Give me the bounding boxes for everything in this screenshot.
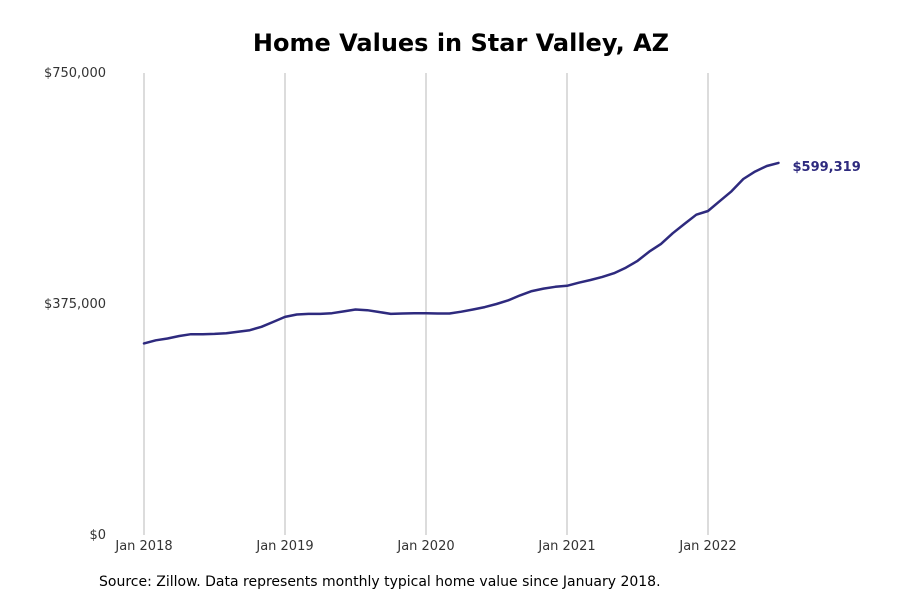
- y-tick-label: $0: [89, 528, 106, 543]
- x-tick-label: Jan 2022: [678, 539, 736, 554]
- y-tick-label: $375,000: [44, 297, 106, 312]
- grid-lines: [143, 73, 709, 535]
- end-value-label: $599,319: [793, 160, 861, 175]
- x-tick-label: Jan 2020: [396, 539, 454, 554]
- x-tick-label: Jan 2019: [255, 539, 313, 554]
- y-tick-label: $750,000: [44, 66, 106, 81]
- source-note: Source: Zillow. Data represents monthly …: [99, 574, 661, 590]
- series-line: [142, 161, 780, 345]
- x-axis: Jan 2018 Jan 2019 Jan 2020 Jan 2021 Jan 2022: [114, 539, 736, 554]
- x-tick-label: Jan 2018: [114, 539, 172, 554]
- x-tick-label: Jan 2021: [537, 539, 595, 554]
- chart-title: Home Values in Star Valley, AZ: [253, 29, 669, 57]
- y-axis: $0 $375,000 $750,000: [44, 66, 106, 543]
